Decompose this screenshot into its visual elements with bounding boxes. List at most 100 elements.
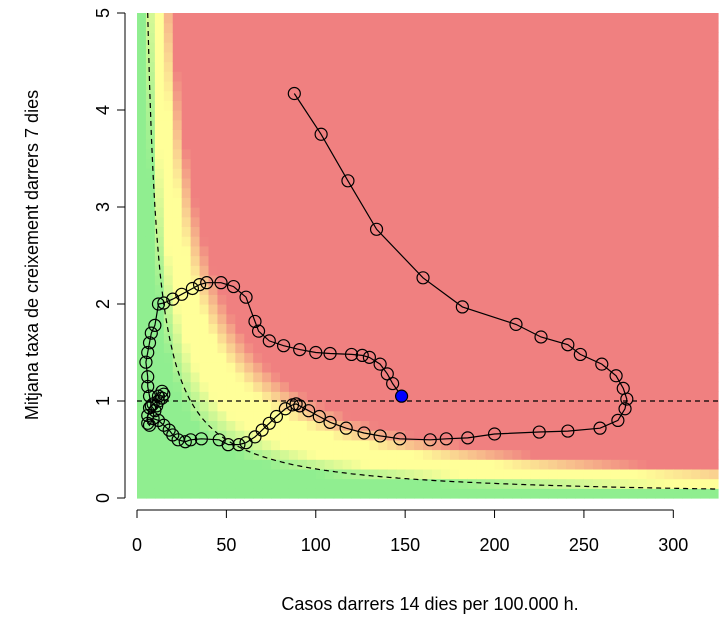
- heatmap-cell: [190, 110, 201, 121]
- heatmap-cell: [280, 236, 290, 247]
- heatmap-cell: [351, 177, 362, 189]
- heatmap-cell: [691, 245, 701, 257]
- heatmap-cell: [673, 177, 683, 189]
- heatmap-cell: [592, 139, 603, 150]
- heatmap-cell: [610, 207, 621, 218]
- heatmap-cell: [288, 459, 299, 470]
- heatmap-cell: [181, 177, 192, 189]
- heatmap-cell: [646, 110, 657, 121]
- heatmap-cell: [583, 313, 594, 324]
- heatmap-cell: [280, 22, 290, 33]
- heatmap-cell: [503, 90, 514, 101]
- heatmap-cell: [548, 158, 558, 169]
- heatmap-cell: [574, 391, 585, 402]
- heatmap-cell: [485, 439, 496, 451]
- heatmap-cell: [601, 22, 612, 33]
- heatmap-cell: [601, 410, 612, 421]
- heatmap-cell: [512, 265, 522, 276]
- heatmap-cell: [476, 410, 487, 421]
- heatmap-cell: [458, 342, 469, 354]
- heatmap-cell: [387, 187, 397, 198]
- heatmap-cell: [271, 410, 281, 421]
- data-point: [323, 415, 337, 429]
- heatmap-cell: [306, 449, 317, 460]
- heatmap-cell: [539, 187, 549, 198]
- heatmap-cell: [628, 245, 639, 257]
- heatmap-cell: [360, 168, 370, 179]
- heatmap-cell: [646, 216, 657, 227]
- heatmap-cell: [244, 478, 254, 489]
- heatmap-cell: [271, 61, 281, 72]
- heatmap-cell: [351, 207, 362, 218]
- heatmap-cell: [324, 148, 335, 160]
- heatmap-cell: [467, 449, 478, 460]
- heatmap-cell: [324, 197, 335, 208]
- heatmap-cell: [574, 488, 585, 499]
- heatmap-cell: [682, 420, 692, 431]
- heatmap-cell: [324, 265, 335, 276]
- heatmap-cell: [628, 333, 639, 344]
- heatmap-cell: [440, 342, 451, 354]
- heatmap-cell: [583, 323, 594, 334]
- heatmap-cell: [637, 90, 648, 101]
- heatmap-cell: [530, 148, 540, 160]
- heatmap-cell: [709, 342, 719, 354]
- heatmap-cell: [494, 459, 505, 470]
- heatmap-cell: [628, 110, 639, 121]
- heatmap-cell: [360, 32, 370, 43]
- heatmap-cell: [271, 119, 281, 130]
- heatmap-cell: [235, 61, 245, 72]
- heatmap-cell: [253, 226, 263, 237]
- heatmap-cell: [539, 439, 549, 451]
- heatmap-cell: [333, 430, 344, 441]
- heatmap-cell: [601, 255, 612, 266]
- heatmap-cell: [208, 371, 219, 383]
- heatmap-cell: [458, 420, 469, 431]
- heatmap-cell: [503, 236, 514, 247]
- heatmap-cell: [414, 391, 424, 402]
- heatmap-cell: [574, 139, 585, 150]
- data-point: [386, 376, 400, 391]
- heatmap-cell: [154, 32, 165, 43]
- heatmap-cell: [306, 439, 317, 451]
- heatmap-cell: [709, 313, 719, 324]
- heatmap-cell: [396, 362, 406, 373]
- heatmap-cell: [530, 100, 540, 111]
- heatmap-cell: [423, 391, 433, 402]
- heatmap-cell: [342, 342, 353, 354]
- heatmap-cell: [414, 313, 424, 324]
- heatmap-cell: [592, 274, 603, 286]
- heatmap-cell: [503, 459, 514, 470]
- heatmap-cell: [682, 22, 692, 33]
- heatmap-cell: [601, 61, 612, 72]
- heatmap-cell: [476, 342, 487, 354]
- heatmap-cell: [476, 323, 487, 334]
- heatmap-cell: [244, 352, 254, 363]
- heatmap-cell: [539, 284, 549, 295]
- heatmap-cell: [494, 42, 505, 53]
- heatmap-cell: [172, 71, 183, 82]
- heatmap-cell: [253, 304, 263, 315]
- heatmap-cell: [637, 42, 648, 53]
- heatmap-cell: [574, 110, 585, 121]
- heatmap-cell: [637, 119, 648, 130]
- heatmap-cell: [709, 13, 719, 24]
- y-tick-label: 0: [93, 493, 113, 503]
- heatmap-cell: [208, 13, 219, 24]
- heatmap-cell: [145, 197, 156, 208]
- heatmap-cell: [691, 22, 701, 33]
- heatmap-cell: [700, 265, 710, 276]
- heatmap-cell: [494, 371, 505, 383]
- heatmap-cell: [145, 245, 156, 257]
- heatmap-cell: [458, 352, 469, 363]
- heatmap-cell: [574, 401, 585, 412]
- heatmap-cell: [592, 168, 603, 179]
- heatmap-cell: [190, 294, 201, 305]
- heatmap-cell: [440, 100, 451, 111]
- heatmap-cell: [431, 80, 442, 92]
- heatmap-cell: [691, 71, 701, 82]
- heatmap-cell: [351, 313, 362, 324]
- heatmap-cell: [431, 245, 442, 257]
- heatmap-cell: [566, 255, 576, 266]
- heatmap-cell: [521, 32, 531, 43]
